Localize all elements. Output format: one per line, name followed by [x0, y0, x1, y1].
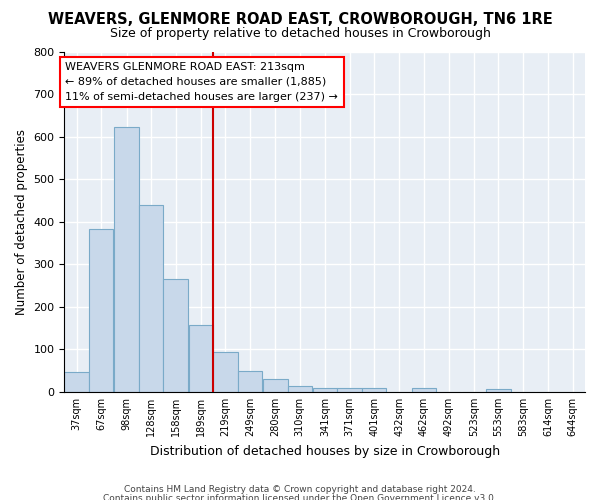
- Text: WEAVERS GLENMORE ROAD EAST: 213sqm
← 89% of detached houses are smaller (1,885)
: WEAVERS GLENMORE ROAD EAST: 213sqm ← 89%…: [65, 62, 338, 102]
- Bar: [163, 279, 188, 392]
- Bar: [238, 370, 262, 392]
- Bar: [287, 386, 312, 392]
- Y-axis label: Number of detached properties: Number of detached properties: [15, 128, 28, 314]
- Bar: [139, 204, 163, 392]
- Bar: [313, 388, 337, 392]
- Bar: [263, 379, 287, 392]
- Bar: [114, 127, 139, 392]
- Text: Contains HM Land Registry data © Crown copyright and database right 2024.: Contains HM Land Registry data © Crown c…: [124, 485, 476, 494]
- Text: Contains public sector information licensed under the Open Government Licence v3: Contains public sector information licen…: [103, 494, 497, 500]
- Text: WEAVERS, GLENMORE ROAD EAST, CROWBOROUGH, TN6 1RE: WEAVERS, GLENMORE ROAD EAST, CROWBOROUGH…: [47, 12, 553, 28]
- Bar: [486, 389, 511, 392]
- Bar: [337, 388, 362, 392]
- Bar: [213, 352, 238, 392]
- Bar: [362, 388, 386, 392]
- Bar: [64, 372, 89, 392]
- Text: Size of property relative to detached houses in Crowborough: Size of property relative to detached ho…: [110, 28, 490, 40]
- Bar: [412, 388, 436, 392]
- Bar: [188, 325, 213, 392]
- Bar: [89, 229, 113, 392]
- X-axis label: Distribution of detached houses by size in Crowborough: Distribution of detached houses by size …: [149, 444, 500, 458]
